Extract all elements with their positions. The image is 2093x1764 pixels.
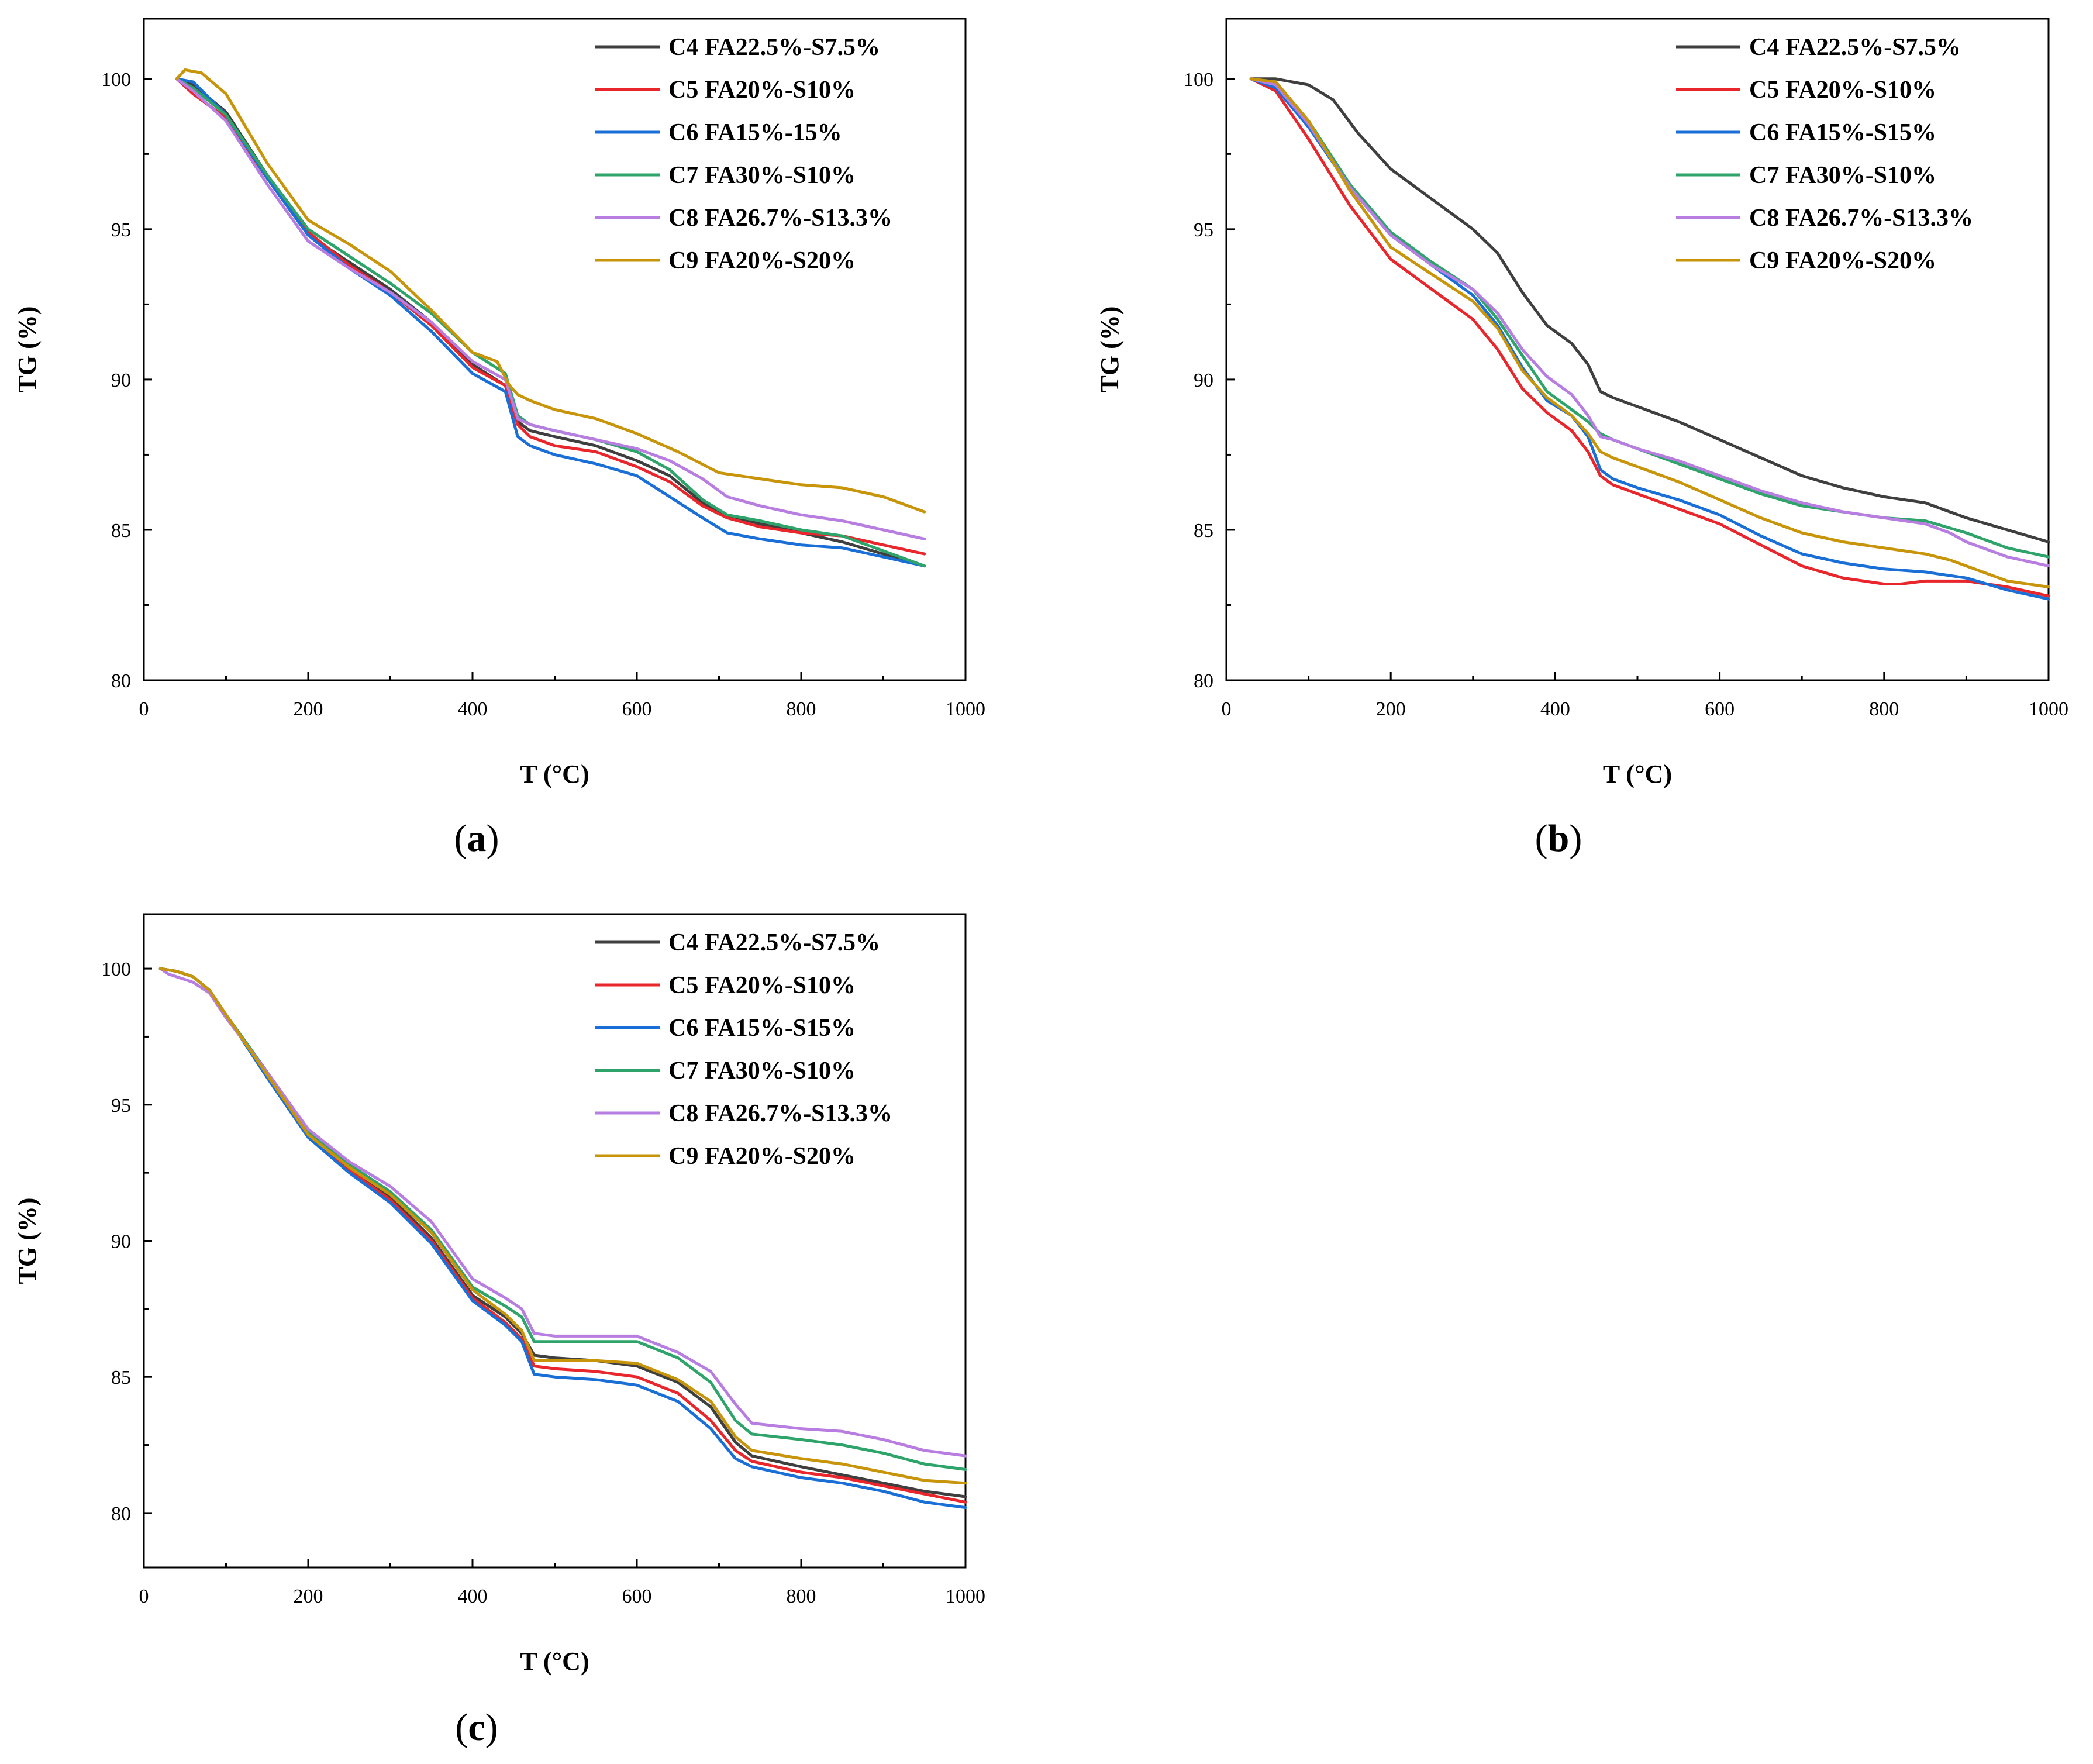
y-tick-label: 80 [1194,670,1213,692]
chart-panel-c: 0 200 400 600 800 1000 80 85 90 95 100 T (°C) TG (%)… [13,913,985,1749]
series-line-c9 [1249,77,2050,589]
plot-frame [143,18,967,681]
x-axis-title: T (°C) [520,1647,589,1676]
legend-label-c4: C4 FA22.5%-S7.5% [1749,34,1961,61]
x-tick-label: 1000 [946,1586,985,1607]
x-tick-label: 400 [458,698,488,720]
legend-label-c5: C5 FA20%-S10% [668,972,856,999]
y-tick-label: 95 [111,219,131,241]
x-tick-label: 600 [1705,698,1735,720]
panel-label: (b) [1535,817,1582,860]
series-line-c8 [158,967,967,1458]
legend-label-c7: C7 FA30%-S10% [668,162,856,189]
legend-label-c5: C5 FA20%-S10% [668,77,856,104]
y-axis-title: TG (%) [13,1198,42,1284]
y-tick-label: 85 [1194,520,1213,542]
legend-label-c9: C9 FA20%-S20% [1749,247,1936,274]
series-line-c7 [1249,77,2050,559]
x-tick-label: 600 [622,698,652,720]
series-line-c9 [175,68,926,514]
series-line-c5 [1249,77,2050,598]
series-line-c8 [1249,77,2050,568]
y-tick-label: 85 [111,520,131,542]
x-tick-label: 600 [622,1586,652,1607]
x-tick-label: 400 [1540,698,1570,720]
x-tick-label: 400 [458,1586,488,1607]
series-line-c7 [158,967,967,1471]
x-tick-label: 0 [139,698,149,720]
legend-label-c6: C6 FA15%-15% [668,119,842,146]
panel-label: (a) [454,817,499,860]
y-tick-label: 95 [111,1095,131,1117]
chart-panel-b: 0 200 400 600 800 1000 80 85 90 95 100 T (°C) TG (%)… [1095,18,2068,860]
y-tick-label: 80 [111,1503,131,1525]
chart-panel-a: 0 200 400 600 800 1000 80 85 90 95 100 T (°C) TG (%)… [13,18,985,860]
y-tick-label: 100 [101,959,131,980]
legend-label-c4: C4 FA22.5%-S7.5% [668,34,880,61]
legend-label-c8: C8 FA26.7%-S13.3% [1749,205,1973,232]
series-line-c6 [158,967,967,1510]
legend-label-c9: C9 FA20%-S20% [668,1143,856,1170]
y-axis-title: TG (%) [13,306,42,393]
legend-label-c6: C6 FA15%-S15% [668,1015,856,1042]
series-line-c4 [175,77,926,568]
series-line-c6 [175,77,926,568]
x-tick-label: 200 [294,698,323,720]
x-tick-label: 1000 [2029,698,2068,720]
x-tick-label: 1000 [946,698,985,720]
series-line-c9 [158,967,967,1485]
legend-label-c7: C7 FA30%-S10% [668,1057,856,1084]
plot-frame [143,913,967,1569]
series-line-c4 [158,967,967,1498]
series-line-c7 [175,77,926,568]
y-tick-label: 100 [1184,69,1213,91]
series-line-c4 [1249,77,2050,543]
y-tick-label: 80 [111,670,131,692]
legend-label-c7: C7 FA30%-S10% [1749,162,1936,189]
legend-label-c5: C5 FA20%-S10% [1749,77,1936,104]
x-tick-label: 800 [787,1586,816,1607]
x-tick-label: 0 [139,1586,149,1607]
x-tick-label: 800 [787,698,816,720]
y-tick-label: 90 [111,370,131,391]
series-line-c8 [175,77,926,540]
x-tick-label: 800 [1869,698,1899,720]
y-axis-title: TG (%) [1095,306,1124,393]
x-tick-label: 0 [1222,698,1232,720]
y-tick-label: 95 [1194,219,1213,241]
x-tick-label: 200 [1376,698,1406,720]
y-tick-label: 90 [111,1231,131,1253]
y-tick-label: 85 [111,1367,131,1389]
series-line-c5 [175,77,926,556]
series-line-c5 [158,967,967,1504]
legend-label-c8: C8 FA26.7%-S13.3% [668,205,892,232]
x-axis-title: T (°C) [1603,760,1672,788]
panel-label: (c) [455,1706,498,1749]
y-tick-label: 90 [1194,370,1213,391]
legend-label-c9: C9 FA20%-S20% [668,247,856,274]
legend-label-c6: C6 FA15%-S15% [1749,119,1936,146]
legend-label-c4: C4 FA22.5%-S7.5% [668,929,880,956]
legend-label-c8: C8 FA26.7%-S13.3% [668,1100,892,1127]
y-tick-label: 100 [101,69,131,91]
x-axis-title: T (°C) [520,760,589,788]
x-tick-label: 200 [294,1586,323,1607]
